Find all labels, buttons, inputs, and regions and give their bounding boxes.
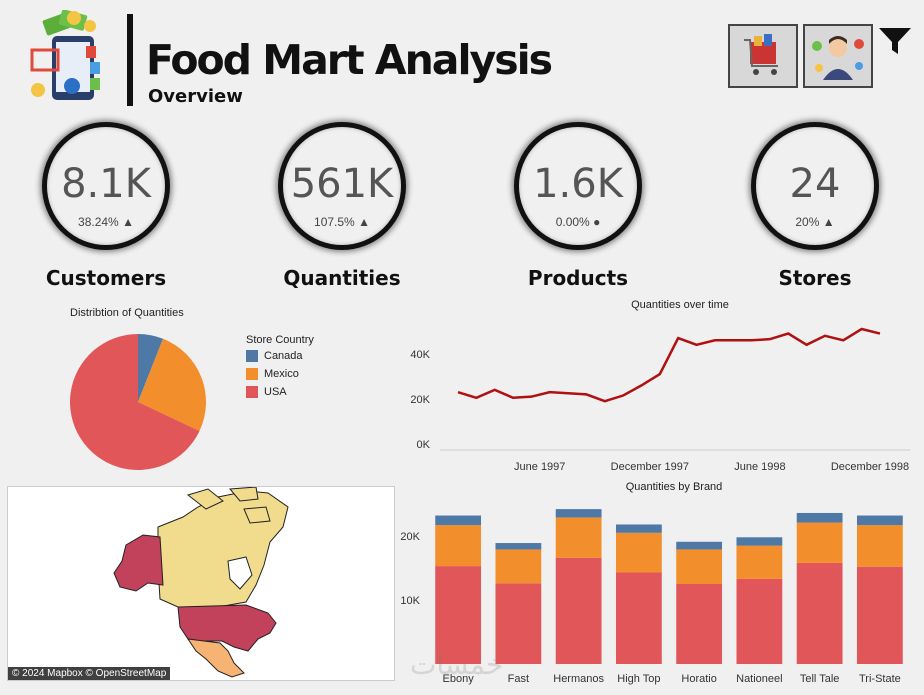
watermark: خمسات [410, 648, 504, 681]
y-tick-label: 40K [410, 349, 430, 361]
x-tick-label: Nationeel [736, 673, 782, 685]
bar-tell-tale-usa[interactable] [796, 562, 843, 664]
page-title: Food Mart Analysis [146, 36, 553, 84]
cart-image-button[interactable] [728, 24, 798, 88]
page-subtitle: Overview [148, 86, 243, 107]
pie-slice-canada[interactable] [138, 334, 164, 402]
bar-ebony-canada[interactable] [435, 515, 482, 526]
kpi-delta: 38.24% ▲ [78, 215, 134, 229]
bar-hermanos-usa[interactable] [555, 557, 602, 664]
kpi-value: 561K [290, 161, 394, 207]
arctic-island [186, 488, 224, 510]
brand-bar-chart[interactable]: Quantities by Brand 10K 20K Ebony Fast Herman… [398, 478, 914, 688]
bar-chart-title: Quantities by Brand [626, 481, 723, 493]
north-america-map [113, 487, 289, 678]
y-tick-label: 10K [400, 595, 420, 607]
bar-high-top-mexico[interactable] [615, 532, 662, 573]
kpi-value: 8.1K [61, 161, 151, 207]
bar-nationeel-mexico[interactable] [736, 545, 783, 579]
legend-swatch [246, 386, 258, 399]
kpi-label: Customers [45, 266, 167, 290]
hudson-bay [227, 556, 253, 590]
x-tick-label: December 1998 [831, 461, 909, 473]
map-panel[interactable]: © 2024 Mapbox © OpenStreetMap [7, 486, 395, 681]
x-tick-label: June 1998 [734, 461, 785, 473]
bar-tri-state-usa[interactable] [856, 566, 903, 664]
x-tick-label: Ebony [443, 673, 475, 685]
bar-fast-usa[interactable] [495, 583, 542, 664]
legend-item-canada[interactable]: Canada [246, 350, 314, 368]
bar-hermanos-mexico[interactable] [555, 517, 602, 558]
kpi-circle: 24 20% ▲ [751, 122, 879, 250]
kpi-circle: 1.6K 0.00% ● [514, 122, 642, 250]
shopping-logo-icon [30, 10, 100, 100]
pie-chart[interactable] [68, 332, 208, 472]
quantity-line[interactable] [457, 327, 881, 403]
shopping-cart-icon [744, 34, 778, 75]
analyst-icon [812, 36, 864, 80]
line-chart[interactable]: Quantities over time 0K 20K 40K June 1997 Dec… [400, 294, 915, 478]
bar-tri-state-canada[interactable] [856, 515, 903, 526]
map-attribution[interactable]: © 2024 Mapbox © OpenStreetMap [8, 667, 171, 680]
bar-horatio-usa[interactable] [676, 584, 723, 664]
kpi-value: 24 [789, 161, 841, 207]
pie-legend: Store Country Canada Mexico USA [246, 334, 314, 404]
bar-fast-mexico[interactable] [495, 549, 542, 584]
kpi-label: Stores [778, 266, 852, 290]
legend-swatch [246, 350, 258, 363]
bar-nationeel-usa[interactable] [736, 578, 783, 664]
kpi-delta: 20% ▲ [795, 215, 835, 229]
x-tick-label: December 1997 [611, 461, 689, 473]
canada-region[interactable] [157, 490, 289, 608]
kpi-delta: 107.5% ▲ [314, 215, 370, 229]
x-tick-label: High Top [617, 673, 660, 685]
alaska-region[interactable] [113, 534, 164, 592]
arctic-island [243, 506, 271, 524]
x-tick-label: Fast [508, 673, 529, 685]
analyst-image-button[interactable] [803, 24, 873, 88]
filter-icon[interactable] [878, 26, 912, 56]
bar-tell-tale-mexico[interactable] [796, 522, 843, 563]
x-tick-label: June 1997 [514, 461, 565, 473]
bar-horatio-mexico[interactable] [676, 549, 723, 584]
bar-tell-tale-canada[interactable] [796, 512, 843, 523]
bar-tri-state-mexico[interactable] [856, 525, 903, 567]
bar-fast-canada[interactable] [495, 543, 542, 550]
kpi-delta: 0.00% ● [555, 215, 601, 229]
bar-high-top-canada[interactable] [615, 524, 662, 533]
bar-horatio-canada[interactable] [676, 541, 723, 550]
x-tick-label: Hermanos [553, 673, 604, 685]
x-tick-label: Horatio [681, 673, 716, 685]
legend-swatch [246, 368, 258, 381]
kpi-label: Products [527, 266, 629, 290]
bar-ebony-usa[interactable] [435, 566, 482, 664]
bar-nationeel-canada[interactable] [736, 537, 783, 546]
y-tick-label: 20K [410, 394, 430, 406]
line-chart-title: Quantities over time [631, 299, 729, 311]
bar-hermanos-canada[interactable] [555, 509, 602, 518]
legend-item-mexico[interactable]: Mexico [246, 368, 314, 386]
legend-title: Store Country [246, 334, 314, 346]
y-tick-label: 0K [417, 439, 431, 451]
pie-chart-title: Distribtion of Quantities [70, 307, 184, 319]
kpi-circle: 8.1K 38.24% ▲ [42, 122, 170, 250]
kpi-label: Quantities [283, 266, 401, 290]
pie-slice-mexico[interactable] [138, 338, 207, 431]
header-divider [127, 14, 133, 106]
mexico-region[interactable] [186, 638, 245, 678]
arctic-island [228, 487, 259, 502]
kpi-value: 1.6K [533, 161, 623, 207]
legend-item-usa[interactable]: USA [246, 386, 314, 404]
x-tick-label: Tri-State [859, 673, 901, 685]
x-tick-label: Tell Tale [800, 673, 840, 685]
bar-ebony-mexico[interactable] [435, 525, 482, 567]
pie-slice-usa[interactable] [70, 334, 200, 470]
kpi-circle: 561K 107.5% ▲ [278, 122, 406, 250]
y-tick-label: 20K [400, 531, 420, 543]
bar-high-top-usa[interactable] [615, 572, 662, 664]
